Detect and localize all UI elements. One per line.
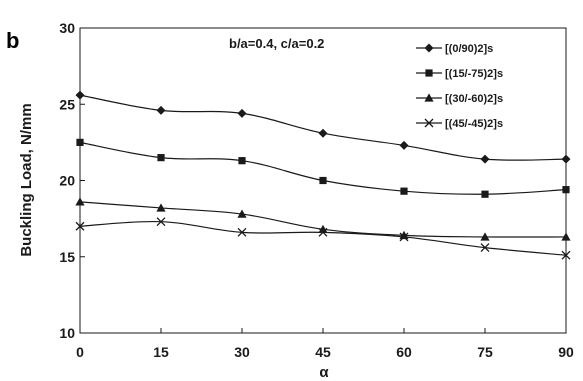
- x-tick-label: 90: [558, 344, 574, 360]
- legend: [(0/90)2]s [(15/-75)2]s [(30/-60)2]s [(45/-…: [416, 43, 503, 130]
- data-point: [156, 217, 166, 227]
- x-tick-label: 0: [76, 344, 84, 360]
- legend-label: [(30/-60)2]s: [445, 93, 503, 105]
- y-tick-label: 30: [59, 20, 75, 36]
- series-1: [75, 90, 571, 164]
- legend-marker: [424, 93, 434, 102]
- data-point: [319, 176, 327, 185]
- data-point: [237, 227, 247, 237]
- x-tick-label: 45: [315, 344, 331, 360]
- data-point: [237, 209, 247, 218]
- legend-label: [(15/-75)2]s: [445, 68, 503, 80]
- data-point: [562, 186, 570, 194]
- data-point: [561, 250, 571, 260]
- data-point: [318, 128, 328, 138]
- data-point: [480, 232, 490, 241]
- data-point: [561, 154, 571, 164]
- series-layer: [75, 90, 571, 260]
- legend-marker: [424, 43, 434, 53]
- legend-label: [(45/-45)2]s: [445, 118, 503, 130]
- x-tick-label: 75: [477, 344, 493, 360]
- x-axis-title: α: [319, 364, 329, 381]
- data-point: [399, 232, 409, 242]
- chart-annotation: b/a=0.4, c/a=0.2: [229, 36, 324, 51]
- data-point: [481, 190, 489, 198]
- x-tick-label: 15: [153, 344, 169, 360]
- series-2: [76, 138, 570, 198]
- legend-entry: [(0/90)2]s: [416, 43, 493, 55]
- legend-marker: [424, 118, 434, 128]
- legend-entry: [(30/-60)2]s: [416, 93, 503, 105]
- legend-entry: [(45/-45)2]s: [416, 118, 503, 130]
- panel-label: b: [6, 28, 19, 53]
- y-axis-title: Buckling Load, N/mm: [18, 103, 35, 256]
- data-point: [399, 140, 409, 150]
- data-point: [238, 157, 246, 165]
- legend-label: [(0/90)2]s: [445, 43, 493, 55]
- data-point: [156, 105, 166, 115]
- x-tick-label: 60: [396, 344, 412, 360]
- data-point: [480, 243, 490, 253]
- legend-entry: [(15/-75)2]s: [416, 68, 503, 80]
- y-tick-label: 20: [59, 173, 75, 189]
- x-tick-label: 30: [234, 344, 250, 360]
- data-point: [400, 187, 408, 195]
- data-point: [75, 221, 85, 231]
- y-tick-label: 15: [59, 249, 75, 265]
- data-point: [76, 138, 84, 146]
- series-4: [75, 217, 571, 260]
- data-point: [237, 108, 247, 118]
- data-point: [156, 203, 166, 212]
- data-point: [157, 154, 165, 162]
- legend-marker: [425, 69, 433, 77]
- data-point: [318, 227, 328, 237]
- data-point: [75, 197, 85, 206]
- y-tick-label: 10: [59, 325, 75, 341]
- y-axis: 10 15 20 25 30: [59, 20, 85, 341]
- data-point: [561, 232, 571, 241]
- y-tick-label: 25: [59, 96, 75, 112]
- x-axis: 0 15 30 45 60 75 90: [76, 328, 574, 360]
- data-point: [480, 154, 490, 164]
- data-point: [75, 90, 85, 100]
